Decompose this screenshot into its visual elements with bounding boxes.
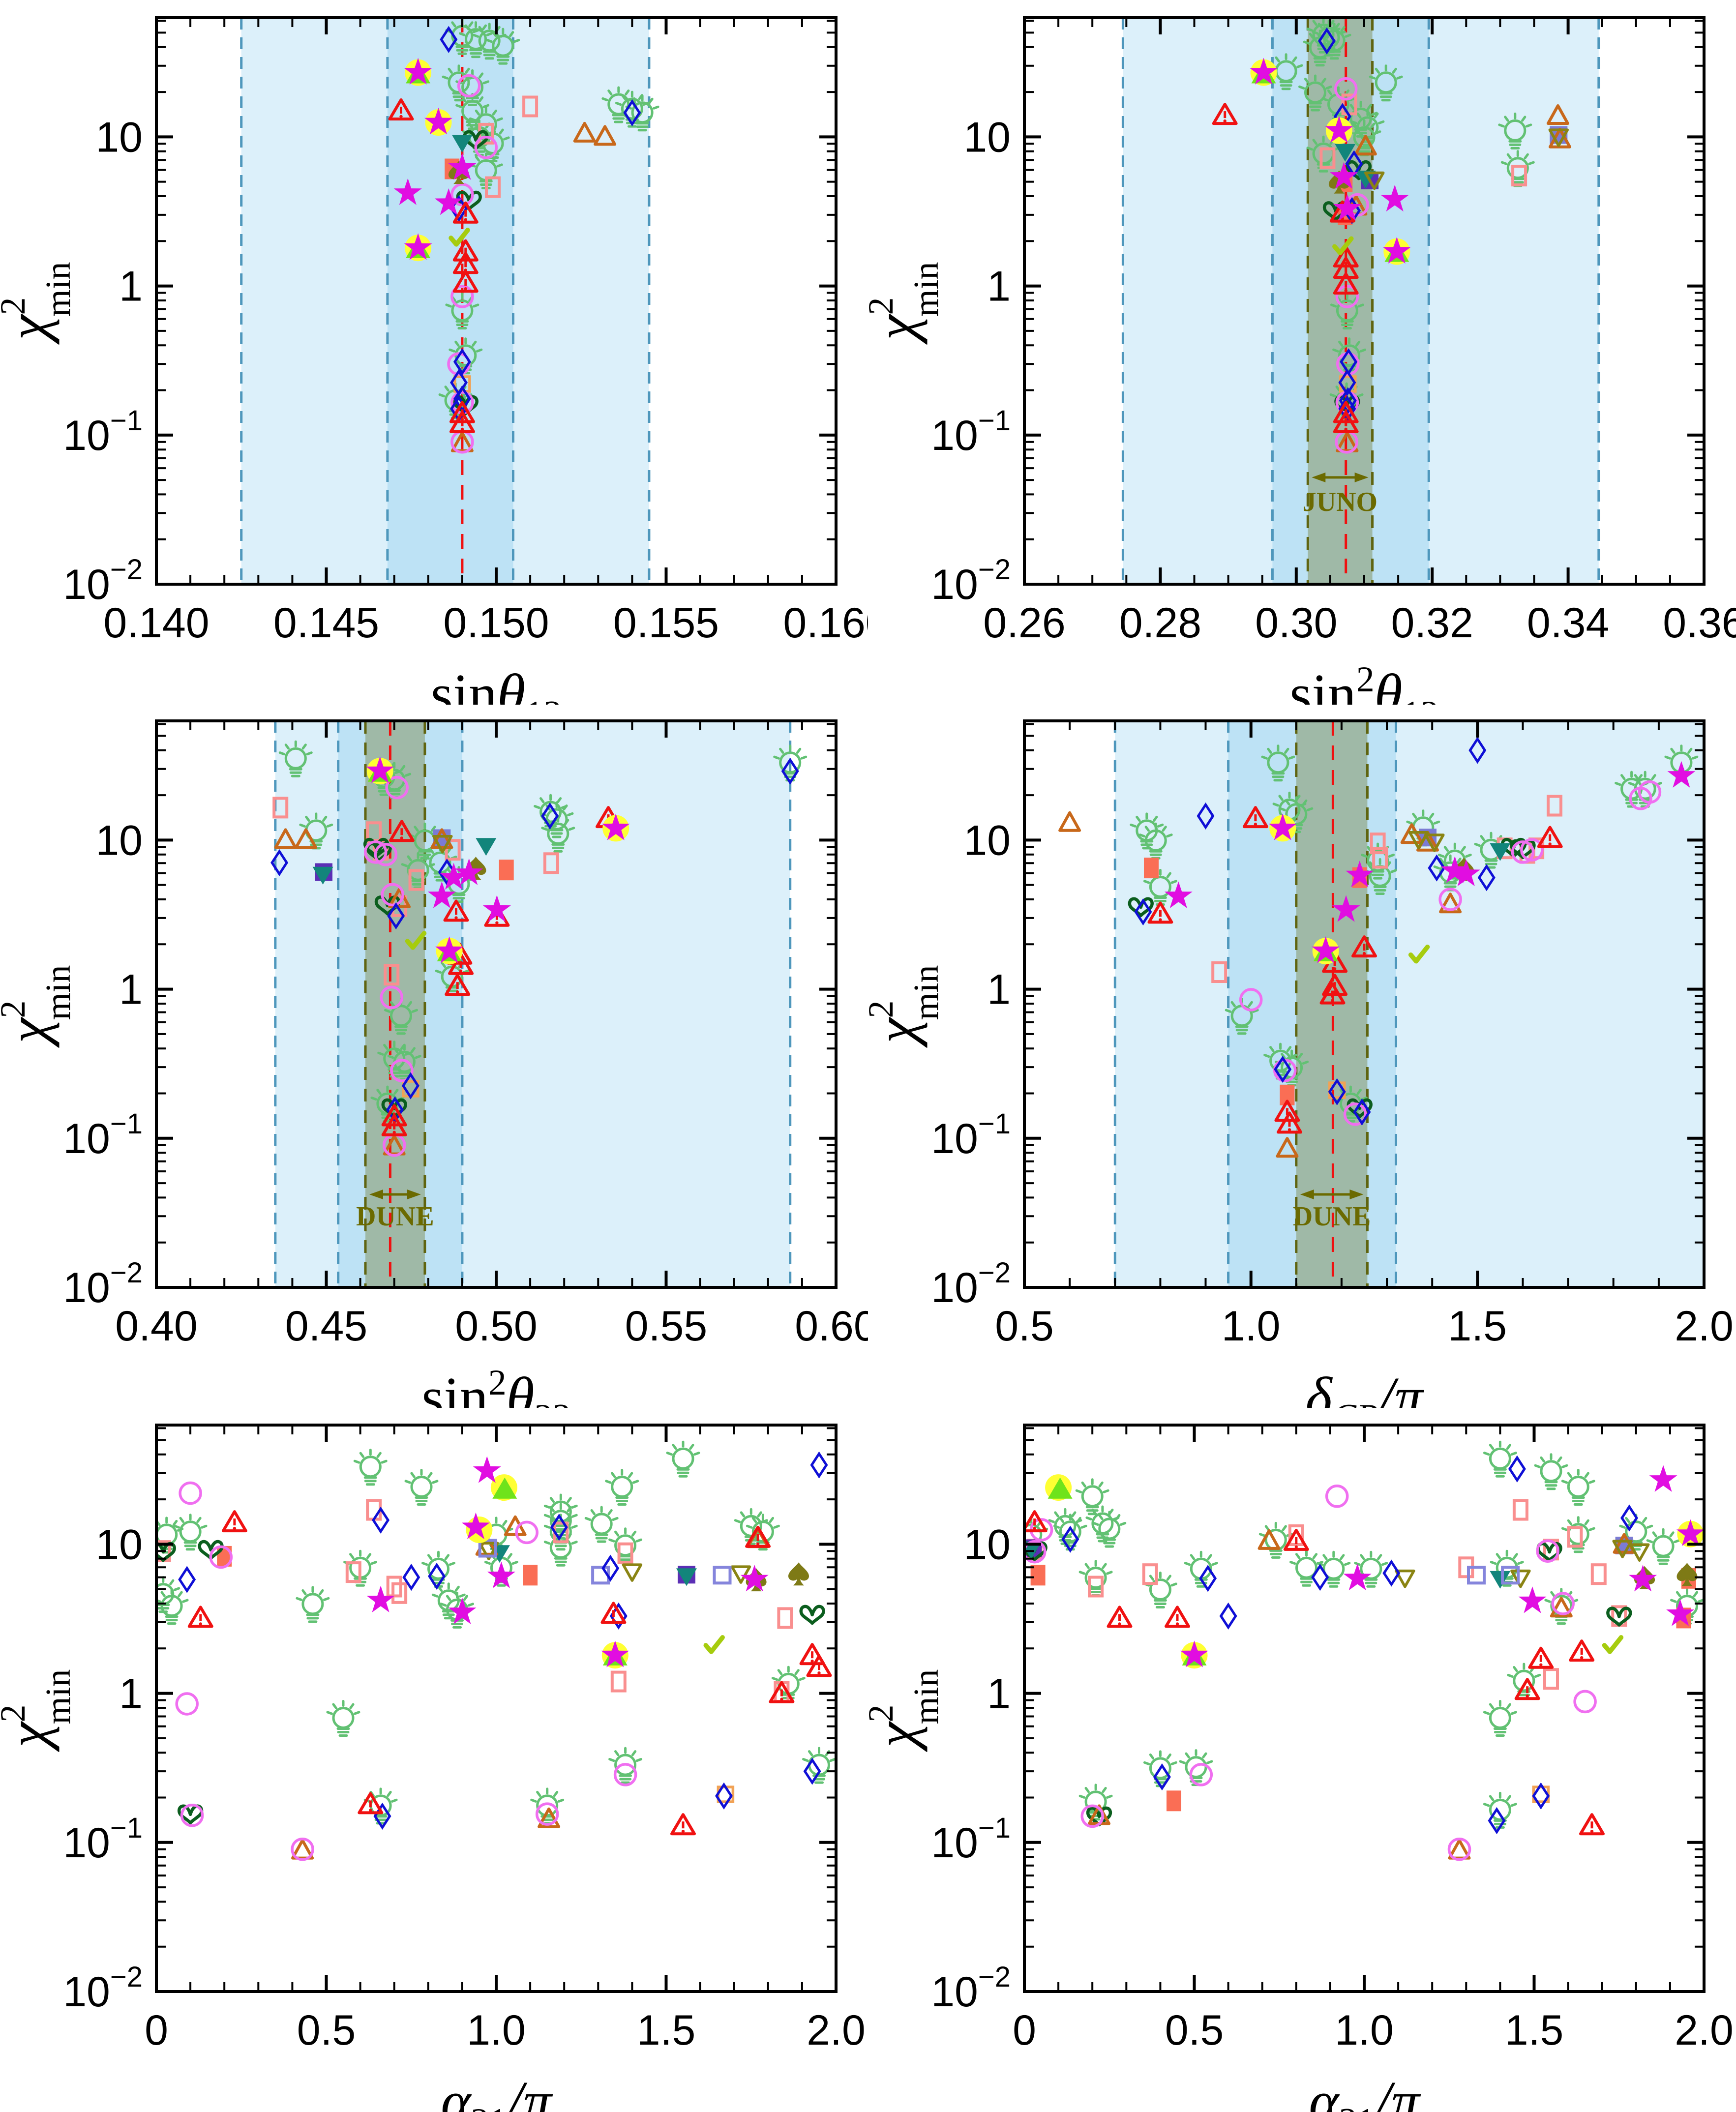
svg-text:10−2: 10−2 bbox=[63, 1257, 143, 1311]
svg-text:χ2min: χ2min bbox=[0, 262, 78, 345]
svg-text:0.5: 0.5 bbox=[995, 1303, 1054, 1350]
svg-text:DUNE: DUNE bbox=[1293, 1201, 1371, 1232]
svg-text:10: 10 bbox=[95, 1521, 143, 1568]
annotation-juno: JUNO bbox=[1303, 472, 1377, 517]
svg-text:1: 1 bbox=[119, 263, 143, 310]
svg-text:0.45: 0.45 bbox=[285, 1303, 367, 1350]
annotation-dune: DUNE bbox=[356, 1190, 434, 1232]
svg-text:0.50: 0.50 bbox=[455, 1303, 537, 1350]
svg-text:1: 1 bbox=[987, 1670, 1011, 1718]
svg-text:1.0: 1.0 bbox=[1335, 2007, 1394, 2054]
svg-text:DUNE: DUNE bbox=[356, 1201, 434, 1232]
svg-text:0.40: 0.40 bbox=[115, 1303, 197, 1350]
svg-text:2.0: 2.0 bbox=[1675, 1303, 1734, 1350]
svg-text:0.155: 0.155 bbox=[613, 599, 719, 647]
scatter-points bbox=[1026, 1440, 1703, 1861]
svg-text:1: 1 bbox=[987, 966, 1011, 1013]
svg-text:10−1: 10−1 bbox=[63, 405, 143, 459]
svg-text:10−1: 10−1 bbox=[63, 1108, 143, 1162]
panel-sin2-theta-12: JUNO 0.26 0.28 0.30 0.32 0.34 0.36 10−2 10−1 1 10 s… bbox=[868, 0, 1736, 705]
panel-alpha-31: 0 0.5 1.0 1.5 2.0 10−2 10−1 1 10 α31/π χ2min bbox=[868, 1407, 1736, 2112]
svg-text:10: 10 bbox=[95, 817, 143, 864]
svg-text:10: 10 bbox=[963, 114, 1011, 161]
chart-sin-theta-13: 0.140 0.145 0.150 0.155 0.160 10−2 10−1 1 10 sinθ… bbox=[0, 16, 868, 705]
svg-text:0: 0 bbox=[145, 2007, 168, 2054]
svg-text:0.5: 0.5 bbox=[1165, 2007, 1224, 2054]
svg-text:0.150: 0.150 bbox=[443, 599, 549, 647]
svg-text:10−2: 10−2 bbox=[63, 554, 143, 608]
svg-text:0.26: 0.26 bbox=[983, 599, 1065, 647]
svg-text:χ2min: χ2min bbox=[0, 1669, 78, 1752]
panel-delta-cp: DUNE 0.5 1.0 1.5 2.0 10−2 10−1 1 10 δCP/π χ2min bbox=[868, 703, 1736, 1408]
svg-text:0.145: 0.145 bbox=[273, 599, 379, 647]
svg-text:10−2: 10−2 bbox=[931, 1257, 1011, 1311]
svg-text:0.36: 0.36 bbox=[1663, 599, 1736, 647]
svg-text:10: 10 bbox=[95, 114, 143, 161]
panel-sin-theta-13: 0.140 0.145 0.150 0.155 0.160 10−2 10−1 1 10 sinθ… bbox=[0, 0, 868, 705]
chart-sin2-theta-23: DUNE 0.40 0.45 0.50 0.55 0.60 10−2 10−1 1 10 sin2θ… bbox=[0, 719, 868, 1408]
svg-text:0.160: 0.160 bbox=[783, 599, 868, 647]
svg-text:1: 1 bbox=[119, 966, 143, 1013]
svg-text:0.34: 0.34 bbox=[1527, 599, 1609, 647]
scatter-points bbox=[158, 1440, 835, 1861]
svg-text:1.0: 1.0 bbox=[467, 2007, 526, 2054]
svg-text:0: 0 bbox=[1013, 2007, 1036, 2054]
svg-text:10: 10 bbox=[963, 817, 1011, 864]
scatter-points bbox=[1058, 737, 1699, 1158]
scatter-points bbox=[1212, 19, 1571, 454]
svg-text:1: 1 bbox=[119, 1670, 143, 1718]
svg-text:0.30: 0.30 bbox=[1255, 599, 1337, 647]
svg-text:10: 10 bbox=[963, 1521, 1011, 1568]
svg-text:0.5: 0.5 bbox=[297, 2007, 356, 2054]
svg-text:χ2min: χ2min bbox=[868, 1669, 946, 1752]
svg-text:1.5: 1.5 bbox=[1448, 1303, 1507, 1350]
svg-text:1: 1 bbox=[987, 263, 1011, 310]
svg-text:sin2θ12: sin2θ12 bbox=[1289, 659, 1438, 705]
svg-text:sin2θ23: sin2θ23 bbox=[421, 1363, 570, 1408]
svg-text:10−2: 10−2 bbox=[931, 554, 1011, 608]
panel-sin2-theta-23: DUNE 0.40 0.45 0.50 0.55 0.60 10−2 10−1 1 10 sin2θ… bbox=[0, 703, 868, 1408]
svg-text:0.140: 0.140 bbox=[103, 599, 209, 647]
panel-alpha-21: 0 0.5 1.0 1.5 2.0 10−2 10−1 1 10 α21/π χ2min bbox=[0, 1407, 868, 2112]
svg-text:10−2: 10−2 bbox=[63, 1961, 143, 2016]
svg-text:2.0: 2.0 bbox=[807, 2007, 866, 2054]
svg-text:JUNO: JUNO bbox=[1303, 487, 1377, 517]
svg-text:χ2min: χ2min bbox=[868, 965, 946, 1048]
svg-text:10−1: 10−1 bbox=[931, 1812, 1011, 1867]
svg-text:10−2: 10−2 bbox=[931, 1961, 1011, 2016]
svg-text:χ2min: χ2min bbox=[868, 262, 946, 345]
svg-text:1.5: 1.5 bbox=[1505, 2007, 1564, 2054]
svg-text:10−1: 10−1 bbox=[931, 405, 1011, 459]
chart-alpha-21: 0 0.5 1.0 1.5 2.0 10−2 10−1 1 10 α21/π χ2min bbox=[0, 1424, 866, 2112]
svg-text:0.55: 0.55 bbox=[625, 1303, 707, 1350]
svg-text:1.5: 1.5 bbox=[637, 2007, 696, 2054]
svg-text:0.28: 0.28 bbox=[1119, 599, 1201, 647]
scatter-points bbox=[388, 19, 659, 454]
svg-text:χ2min: χ2min bbox=[0, 965, 78, 1048]
svg-text:10−1: 10−1 bbox=[63, 1812, 143, 1867]
svg-text:α31/π: α31/π bbox=[1309, 2070, 1421, 2112]
chart-alpha-31: 0 0.5 1.0 1.5 2.0 10−2 10−1 1 10 α31/π χ2min bbox=[868, 1424, 1734, 2112]
chart-sin2-theta-12: JUNO 0.26 0.28 0.30 0.32 0.34 0.36 10−2 10−1 1 10 s… bbox=[868, 16, 1736, 705]
svg-text:10−1: 10−1 bbox=[931, 1108, 1011, 1162]
svg-text:0.60: 0.60 bbox=[795, 1303, 868, 1350]
svg-text:0.32: 0.32 bbox=[1391, 599, 1473, 647]
svg-text:1.0: 1.0 bbox=[1222, 1303, 1281, 1350]
chart-delta-cp: DUNE 0.5 1.0 1.5 2.0 10−2 10−1 1 10 δCP/π χ2min bbox=[868, 719, 1734, 1408]
annotation-dune: DUNE bbox=[1293, 1190, 1371, 1232]
svg-text:2.0: 2.0 bbox=[1675, 2007, 1734, 2054]
svg-text:δCP/π: δCP/π bbox=[1306, 1366, 1425, 1408]
svg-text:α21/π: α21/π bbox=[441, 2070, 553, 2112]
scatter-points bbox=[270, 740, 808, 1157]
svg-text:sinθ13: sinθ13 bbox=[431, 663, 562, 705]
